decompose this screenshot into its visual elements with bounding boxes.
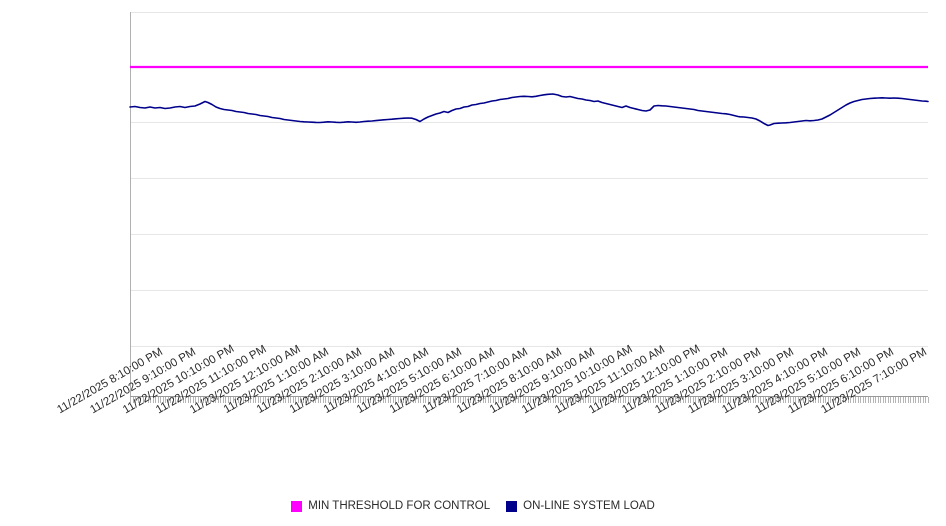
legend-label: MIN THRESHOLD FOR CONTROL [308,500,491,512]
legend-entry[interactable]: MIN THRESHOLD FOR CONTROL [291,500,490,512]
legend-color-swatch [506,500,518,512]
legend-entry[interactable]: ON-LINE SYSTEM LOAD [506,500,655,512]
series-on-line-system-load [129,93,929,127]
legend-color-swatch [291,500,303,512]
x-axis-label-group: 11/22/2025 8:10:00 PM 11/22/2025 9:10:00 … [0,343,946,491]
x-axis-ticks [130,397,929,403]
chart-legend: MIN THRESHOLD FOR CONTROL ON-LINE SYSTEM … [0,495,946,517]
plot-background [130,12,928,396]
legend-label: ON-LINE SYSTEM LOAD [523,500,655,512]
